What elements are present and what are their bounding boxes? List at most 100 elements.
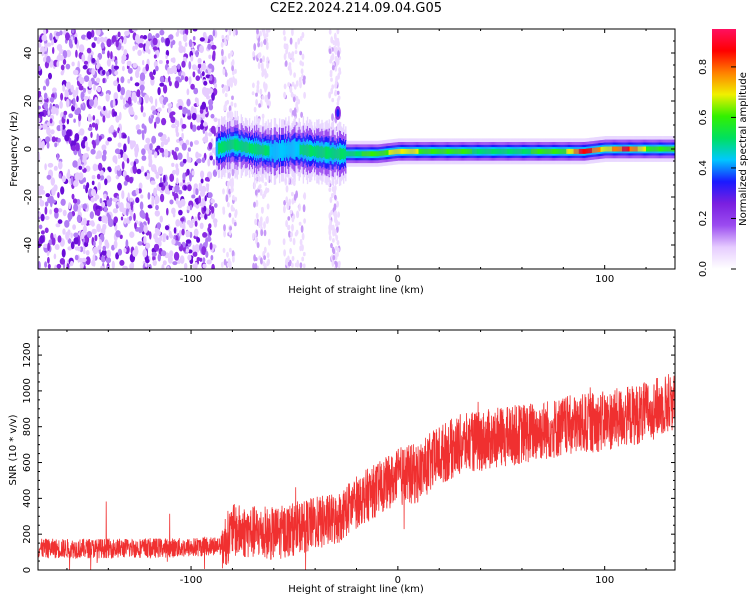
heatmap-noise-cell bbox=[160, 141, 164, 148]
heatmap-noise-cell bbox=[64, 134, 70, 142]
heatmap-ridge-cell bbox=[221, 141, 223, 154]
heatmap-noise-cell bbox=[98, 216, 103, 222]
heatmap-noise-cell bbox=[40, 46, 45, 54]
heatmap-ridge-cell bbox=[420, 148, 422, 154]
heatmap-ridge-cell bbox=[528, 148, 530, 154]
heatmap-ridge-cell bbox=[412, 148, 414, 154]
heatmap-streak-cell bbox=[255, 212, 259, 219]
heatmap-noise-cell bbox=[169, 250, 174, 258]
heatmap-streak-cell bbox=[259, 216, 263, 224]
heatmap-noise-cell bbox=[119, 259, 125, 266]
heatmap-ridge-cell bbox=[323, 147, 325, 157]
heatmap-ridge-cell bbox=[216, 144, 219, 154]
heatmap-noise-cell bbox=[106, 249, 111, 258]
heatmap-noise-cell bbox=[143, 235, 147, 245]
heatmap-ridge-cell bbox=[362, 151, 365, 157]
heatmap-noise-cell bbox=[86, 47, 92, 54]
heatmap-noise-cell bbox=[115, 115, 120, 123]
heatmap-ridge-cell bbox=[662, 146, 664, 152]
heatmap-noise-cell bbox=[132, 249, 138, 257]
heatmap-ridge-cell bbox=[493, 148, 495, 154]
heatmap-noise-cell bbox=[201, 71, 205, 77]
heatmap-noise-cell bbox=[104, 215, 108, 224]
heatmap-ridge-cell bbox=[484, 148, 487, 154]
heatmap-noise-cell bbox=[195, 50, 199, 58]
heatmap-streak-cell bbox=[228, 29, 232, 36]
heatmap-noise-cell bbox=[162, 237, 166, 243]
heatmap-ridge-cell bbox=[637, 146, 640, 152]
heatmap-streak-cell bbox=[288, 198, 292, 206]
heatmap-streak-cell bbox=[301, 31, 305, 39]
heatmap-ridge-cell bbox=[496, 148, 498, 154]
heatmap-streak-cell bbox=[301, 256, 305, 262]
heatmap-streak-cell bbox=[223, 104, 227, 112]
heatmap-noise-cell bbox=[210, 198, 215, 204]
heatmap-noise-cell bbox=[158, 182, 164, 188]
heatmap-ridge-cell bbox=[382, 150, 384, 156]
heatmap-noise-cell bbox=[207, 192, 213, 199]
heatmap-ridge-cell bbox=[278, 144, 281, 158]
heatmap-noise-cell bbox=[98, 239, 102, 247]
heatmap-noise-cell bbox=[152, 46, 159, 51]
heatmap-noise-cell bbox=[208, 54, 212, 59]
heatmap-noise-cell bbox=[156, 222, 162, 229]
heatmap-ridge-cell bbox=[453, 148, 456, 154]
heatmap-noise-cell bbox=[87, 115, 93, 123]
heatmap-noise-cell bbox=[68, 113, 74, 118]
heatmap-ridge-cell bbox=[261, 145, 263, 155]
snr-series-line bbox=[38, 371, 675, 570]
heatmap-noise-cell bbox=[127, 136, 130, 145]
heatmap-ridge-cell bbox=[556, 148, 558, 154]
heatmap-noise-cell bbox=[185, 239, 192, 244]
heatmap-noise-cell bbox=[150, 105, 156, 112]
heatmap-ridge-cell bbox=[340, 148, 343, 160]
heatmap-ridge-cell bbox=[233, 139, 235, 150]
heatmap-ridge-cell bbox=[625, 146, 627, 152]
heatmap-noise-cell bbox=[105, 113, 111, 119]
heatmap-noise-cell bbox=[96, 133, 100, 142]
heatmap-streak-cell bbox=[284, 60, 288, 67]
heatmap-ridge-cell bbox=[459, 148, 462, 154]
heatmap-ridge-cell bbox=[494, 148, 496, 154]
heatmap-ridge-cell bbox=[607, 146, 610, 152]
heatmap-streak-cell bbox=[227, 53, 231, 59]
heatmap-ridge-cell bbox=[479, 148, 481, 154]
heatmap-noise-cell bbox=[113, 131, 117, 138]
heatmap-noise-cell bbox=[38, 139, 42, 148]
heatmap-ridge-cell bbox=[410, 148, 412, 154]
heatmap-ridge-cell bbox=[657, 146, 659, 152]
heatmap-noise-cell bbox=[145, 43, 150, 53]
heatmap-noise-cell bbox=[187, 249, 193, 254]
heatmap-streak-cell bbox=[294, 50, 298, 55]
heatmap-streak-cell bbox=[331, 246, 335, 254]
heatmap-noise-cell bbox=[150, 75, 155, 81]
heatmap-noise-cell bbox=[112, 155, 118, 163]
heatmap-streak-cell bbox=[287, 82, 291, 87]
heatmap-noise-cell bbox=[75, 142, 80, 152]
heatmap-ridge-cell bbox=[404, 148, 406, 154]
heatmap-ridge-cell bbox=[531, 148, 533, 154]
heatmap-ridge-cell bbox=[452, 148, 454, 154]
heatmap-noise-cell bbox=[56, 61, 60, 68]
heatmap-noise-cell bbox=[181, 228, 185, 236]
heatmap-ridge-cell bbox=[530, 148, 532, 154]
heatmap-ridge-cell bbox=[560, 148, 562, 154]
heatmap-streak-cell bbox=[298, 221, 302, 226]
heatmap-noise-cell bbox=[127, 96, 132, 105]
heatmap-streak-cell bbox=[335, 261, 338, 269]
heatmap-ridge-cell bbox=[561, 148, 563, 154]
heatmap-streak-cell bbox=[235, 29, 238, 36]
heatmap-streak-cell bbox=[302, 78, 306, 85]
heatmap-streak-cell bbox=[266, 203, 270, 210]
heatmap-ridge-cell bbox=[445, 148, 447, 154]
heatmap-streak-cell bbox=[226, 79, 230, 87]
heatmap-ridge-cell bbox=[594, 147, 596, 153]
heatmap-ridge-cell bbox=[272, 146, 275, 156]
heatmap-streak-cell bbox=[335, 219, 339, 228]
heatmap-noise-cell bbox=[134, 82, 140, 87]
heatmap-ridge-cell bbox=[518, 148, 521, 154]
heatmap-ytick-label: -40 bbox=[23, 237, 34, 253]
heatmap-noise-cell bbox=[98, 162, 103, 171]
heatmap-ridge-cell bbox=[426, 148, 429, 154]
heatmap-noise-cell bbox=[160, 177, 163, 184]
